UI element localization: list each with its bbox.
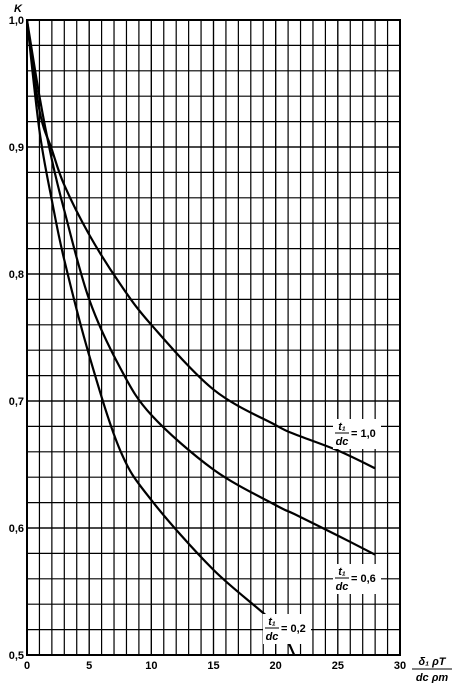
- y-tick-label: 0,7: [9, 396, 24, 408]
- y-axis-label: K: [14, 3, 23, 15]
- y-tick-label: 0,8: [9, 269, 24, 281]
- x-axis-label-denominator: dc ρm: [416, 672, 449, 683]
- x-tick-label: 5: [86, 660, 92, 672]
- x-tick-label: 20: [270, 660, 282, 672]
- y-tick-label: 0,9: [9, 142, 24, 154]
- y-tick-label: 1,0: [9, 15, 24, 27]
- x-tick-label: 0: [24, 660, 30, 672]
- curve: [25, 19, 296, 656]
- label-bg: [333, 564, 381, 594]
- series-label-denominator: dc: [336, 436, 349, 448]
- legend-label: = 0,6: [351, 573, 376, 585]
- legend-label: = 1,0: [351, 428, 376, 440]
- legend-label: = 0,2: [281, 623, 306, 635]
- label-bg: [263, 614, 311, 644]
- curve: [25, 19, 376, 556]
- label-bg: [333, 419, 381, 449]
- x-tick-label: 10: [145, 660, 157, 672]
- x-tick-label: 15: [207, 660, 219, 672]
- plot-frame: [26, 19, 401, 656]
- series-label-denominator: dc: [266, 631, 279, 643]
- series-label-numerator: t₁: [338, 566, 346, 578]
- series-label-numerator: t₁: [338, 421, 346, 433]
- series-label-denominator: dc: [336, 581, 349, 593]
- y-tick-label: 0,6: [9, 523, 24, 535]
- y-tick-label: 0,5: [9, 650, 24, 662]
- x-axis-label-numerator: δ₁ ρT: [418, 656, 446, 668]
- series-label-numerator: t₁: [268, 616, 276, 628]
- x-tick-label: 25: [332, 660, 344, 672]
- x-tick-label: 30: [394, 660, 406, 672]
